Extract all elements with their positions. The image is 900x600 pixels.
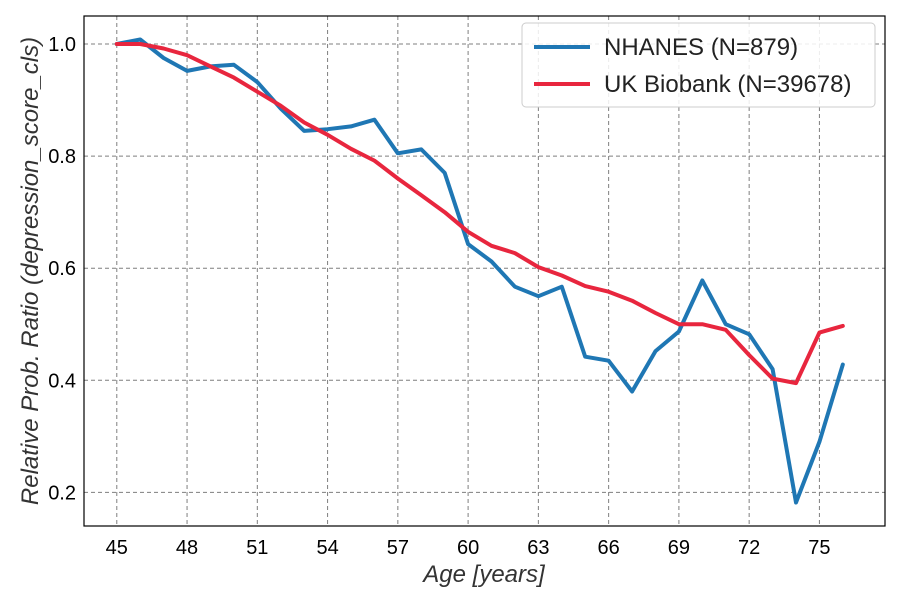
y-tick-label: 1.0 — [48, 34, 76, 56]
series-line-nhanes — [114, 37, 845, 505]
y-tick-label: 0.8 — [48, 146, 76, 168]
x-axis-title: Age [years] — [421, 561, 546, 588]
x-tick-label: 63 — [527, 537, 549, 559]
grid — [84, 16, 885, 526]
x-tick-label: 57 — [387, 537, 409, 559]
legend-label-uk-biobank: UK Biobank (N=39678) — [604, 71, 851, 98]
legend: NHANES (N=879) UK Biobank (N=39678) — [521, 22, 876, 108]
x-tick-label: 54 — [316, 537, 338, 559]
legend-label-nhanes: NHANES (N=879) — [604, 34, 798, 61]
y-axis-ticks: 0.2 0.4 0.6 0.8 1.0 — [48, 34, 76, 504]
y-tick-label: 0.2 — [48, 482, 76, 504]
x-tick-label: 69 — [668, 537, 690, 559]
x-axis-ticks: 45 48 51 54 57 60 63 66 69 72 75 — [106, 537, 831, 559]
x-tick-label: 60 — [457, 537, 479, 559]
y-axis-title: Relative Prob. Ratio (depression_score_c… — [17, 37, 44, 505]
plot-frame — [83, 15, 886, 527]
y-tick-label: 0.6 — [48, 258, 76, 280]
x-tick-label: 51 — [246, 537, 268, 559]
x-tick-label: 45 — [106, 537, 128, 559]
x-tick-label: 48 — [176, 537, 198, 559]
x-tick-label: 75 — [808, 537, 830, 559]
legend-box — [521, 22, 876, 108]
x-tick-label: 72 — [738, 537, 760, 559]
y-tick-label: 0.4 — [48, 370, 76, 392]
x-tick-label: 66 — [598, 537, 620, 559]
series-lines — [114, 37, 845, 505]
series-line-uk-biobank — [114, 42, 845, 386]
